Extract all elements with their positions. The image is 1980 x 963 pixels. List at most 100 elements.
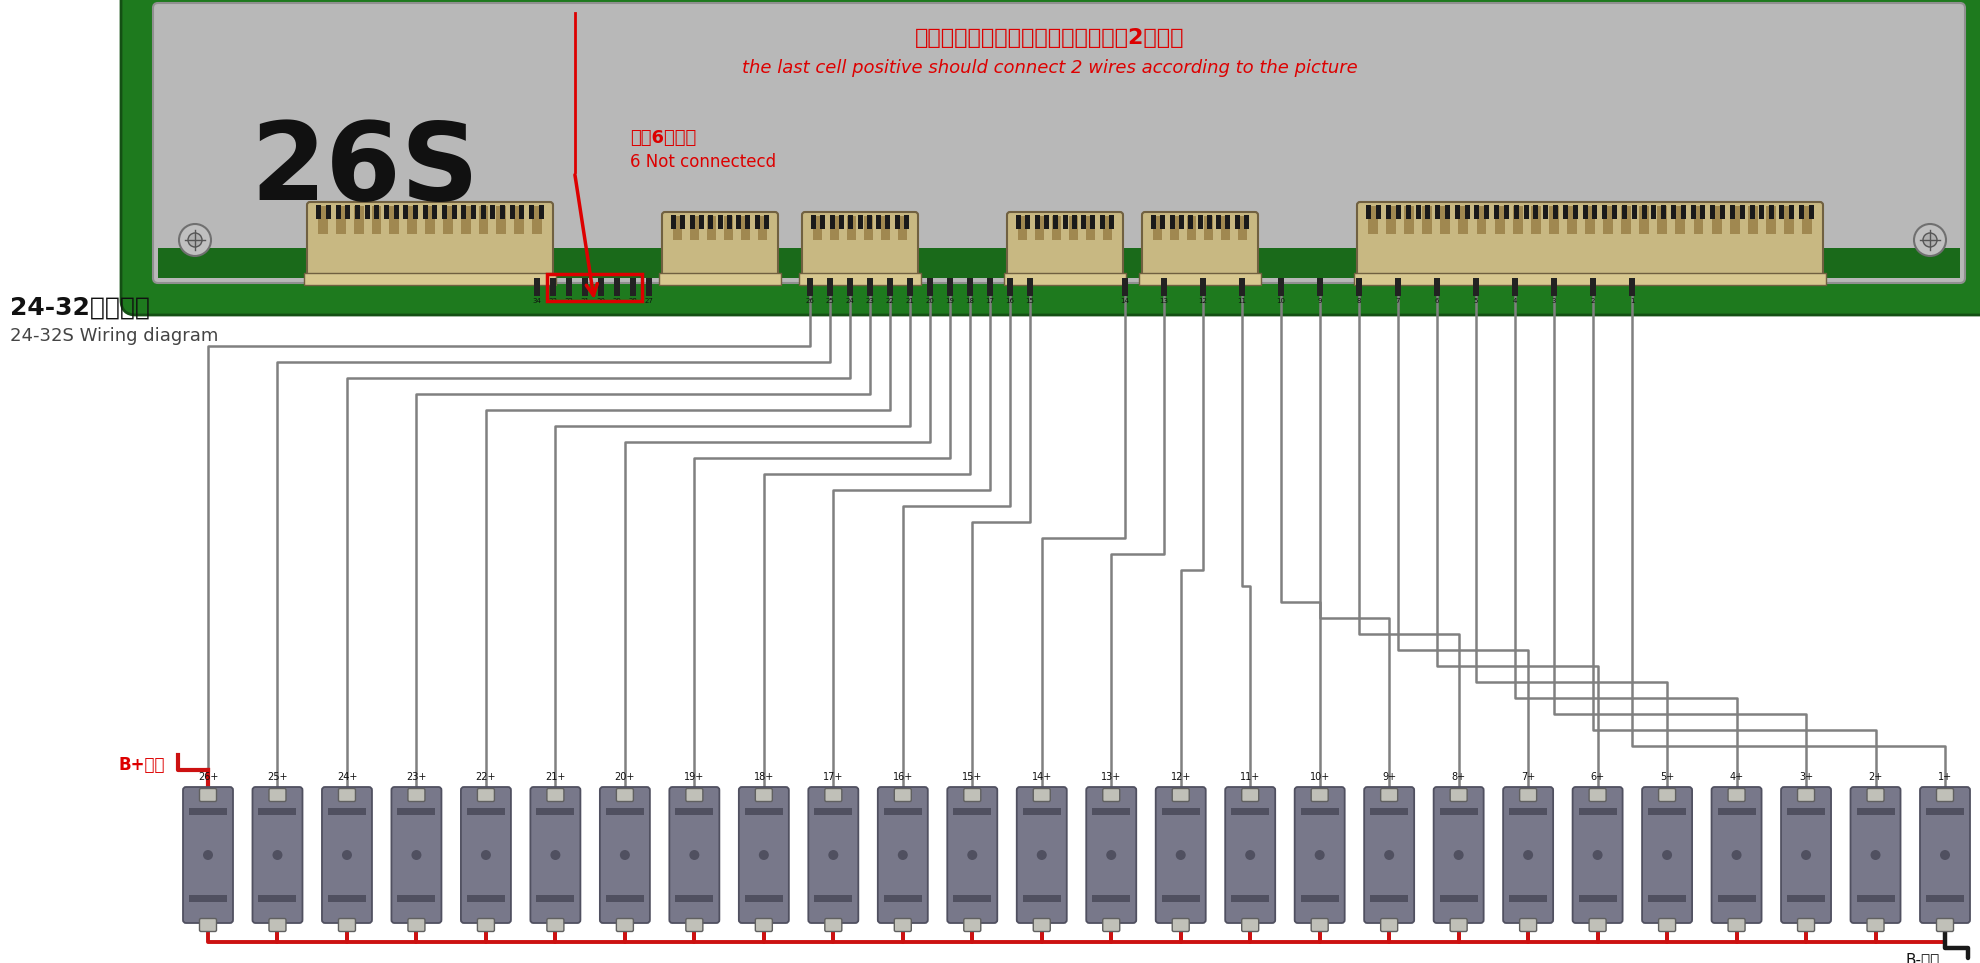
Bar: [1661, 205, 1667, 219]
Circle shape: [758, 850, 768, 860]
FancyBboxPatch shape: [661, 212, 778, 278]
FancyBboxPatch shape: [1519, 919, 1536, 931]
Text: 21+: 21+: [544, 772, 566, 782]
Text: 18: 18: [966, 298, 974, 304]
Bar: [1404, 206, 1414, 234]
Bar: [1857, 895, 1895, 902]
Bar: [327, 205, 331, 219]
Bar: [1721, 205, 1725, 219]
Text: 17+: 17+: [824, 772, 843, 782]
Bar: [1036, 217, 1043, 240]
FancyBboxPatch shape: [408, 919, 426, 931]
Text: 1+: 1+: [1938, 772, 1952, 782]
Bar: [820, 215, 826, 229]
Bar: [1370, 808, 1408, 815]
Bar: [1093, 808, 1131, 815]
Circle shape: [1915, 224, 1946, 256]
FancyBboxPatch shape: [200, 919, 216, 931]
Circle shape: [204, 850, 214, 860]
FancyBboxPatch shape: [1867, 919, 1885, 931]
FancyBboxPatch shape: [182, 787, 234, 923]
Circle shape: [1923, 233, 1936, 247]
Text: 28: 28: [628, 298, 638, 304]
Bar: [952, 808, 992, 815]
Bar: [840, 215, 843, 229]
FancyBboxPatch shape: [754, 789, 772, 801]
Bar: [1103, 217, 1113, 240]
Bar: [1396, 205, 1402, 219]
Bar: [1138, 273, 1261, 285]
Text: 22+: 22+: [475, 772, 497, 782]
Bar: [317, 205, 321, 219]
Bar: [481, 205, 485, 219]
Circle shape: [1592, 850, 1602, 860]
Text: 25+: 25+: [267, 772, 287, 782]
Bar: [1760, 205, 1764, 219]
Bar: [1675, 206, 1685, 234]
Circle shape: [481, 850, 491, 860]
Bar: [1386, 205, 1392, 219]
FancyBboxPatch shape: [877, 787, 929, 923]
Text: 12+: 12+: [1170, 772, 1190, 782]
Bar: [1277, 278, 1283, 296]
FancyBboxPatch shape: [1519, 789, 1536, 801]
Text: B+总正: B+总正: [119, 756, 164, 774]
FancyBboxPatch shape: [477, 919, 495, 931]
FancyBboxPatch shape: [946, 787, 998, 923]
Text: 26S: 26S: [249, 117, 479, 223]
Bar: [1236, 215, 1239, 229]
Text: 9+: 9+: [1382, 772, 1396, 782]
Bar: [1788, 895, 1826, 902]
Bar: [709, 215, 713, 229]
Circle shape: [1732, 850, 1742, 860]
Bar: [426, 206, 436, 234]
Bar: [1198, 215, 1202, 229]
Bar: [812, 215, 816, 229]
Circle shape: [550, 850, 560, 860]
FancyBboxPatch shape: [1103, 789, 1121, 801]
FancyBboxPatch shape: [269, 789, 285, 801]
Circle shape: [1661, 850, 1671, 860]
Bar: [1099, 215, 1105, 229]
Bar: [1562, 205, 1568, 219]
Bar: [1036, 215, 1040, 229]
Bar: [533, 206, 543, 234]
Bar: [606, 895, 644, 902]
Text: 16: 16: [1006, 298, 1014, 304]
Bar: [1857, 808, 1895, 815]
Bar: [1582, 205, 1588, 219]
Bar: [515, 206, 525, 234]
Bar: [675, 895, 713, 902]
Bar: [966, 278, 972, 296]
Text: 2+: 2+: [1869, 772, 1883, 782]
Bar: [1186, 217, 1196, 240]
Bar: [501, 205, 505, 219]
Bar: [1160, 278, 1166, 296]
Text: the last cell positive should connect 2 wires according to the picture: the last cell positive should connect 2 …: [742, 59, 1358, 77]
Circle shape: [897, 850, 907, 860]
Bar: [305, 273, 556, 285]
Bar: [1206, 215, 1212, 229]
Bar: [479, 206, 489, 234]
Text: 11+: 11+: [1239, 772, 1261, 782]
Bar: [1548, 206, 1558, 234]
Bar: [1091, 215, 1095, 229]
Circle shape: [689, 850, 699, 860]
Text: 23+: 23+: [406, 772, 426, 782]
Text: 29: 29: [612, 298, 622, 304]
Bar: [1238, 217, 1247, 240]
Bar: [1509, 808, 1546, 815]
Bar: [1188, 215, 1194, 229]
Bar: [903, 215, 909, 229]
Bar: [354, 205, 360, 219]
Bar: [927, 278, 933, 296]
FancyBboxPatch shape: [1295, 787, 1344, 923]
FancyBboxPatch shape: [1172, 919, 1190, 931]
FancyBboxPatch shape: [739, 787, 788, 923]
Bar: [681, 215, 685, 229]
Text: 17: 17: [986, 298, 994, 304]
Bar: [1152, 217, 1162, 240]
FancyBboxPatch shape: [200, 789, 216, 801]
Bar: [1509, 895, 1546, 902]
Bar: [158, 248, 1960, 278]
